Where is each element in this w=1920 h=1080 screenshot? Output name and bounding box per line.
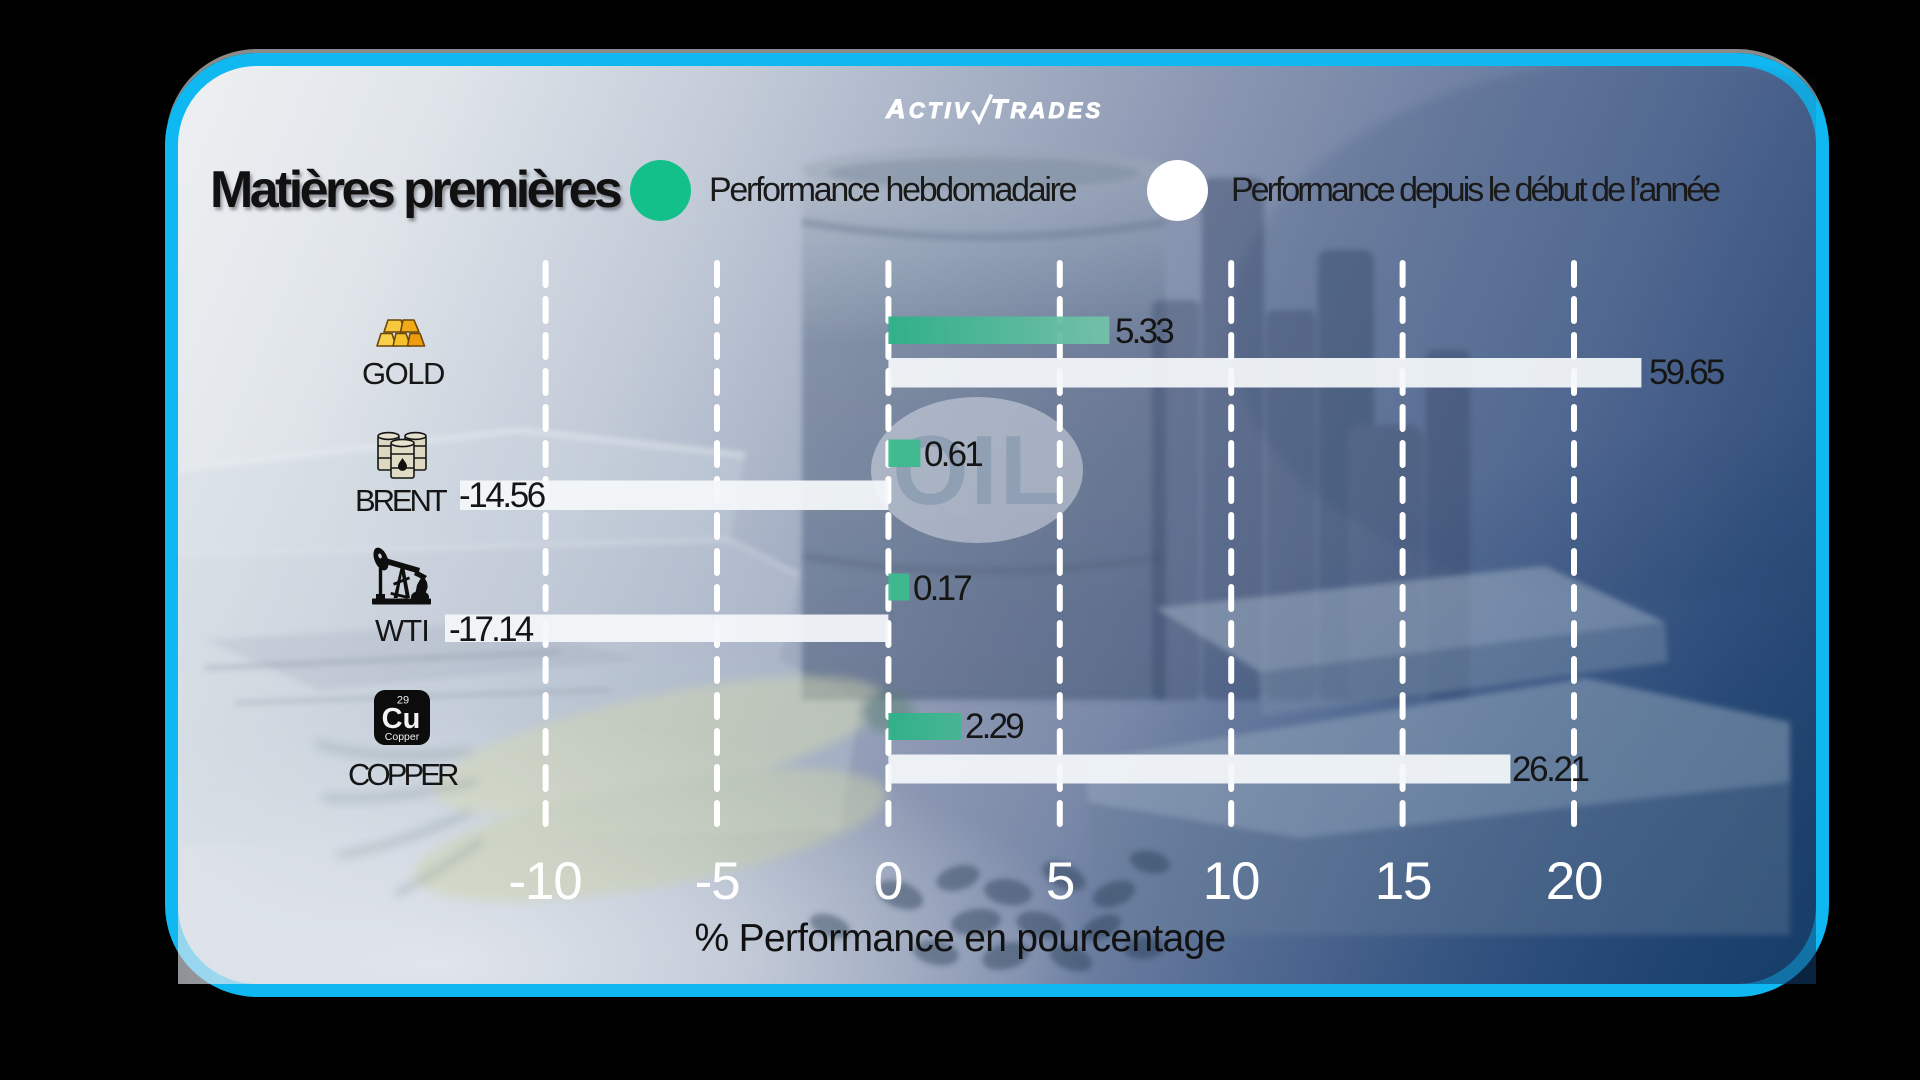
svg-text:Cu: Cu — [382, 703, 421, 735]
svg-text:29: 29 — [397, 695, 409, 707]
svg-text:OIL: OIL — [892, 415, 1061, 525]
svg-text:Copper: Copper — [385, 731, 420, 743]
